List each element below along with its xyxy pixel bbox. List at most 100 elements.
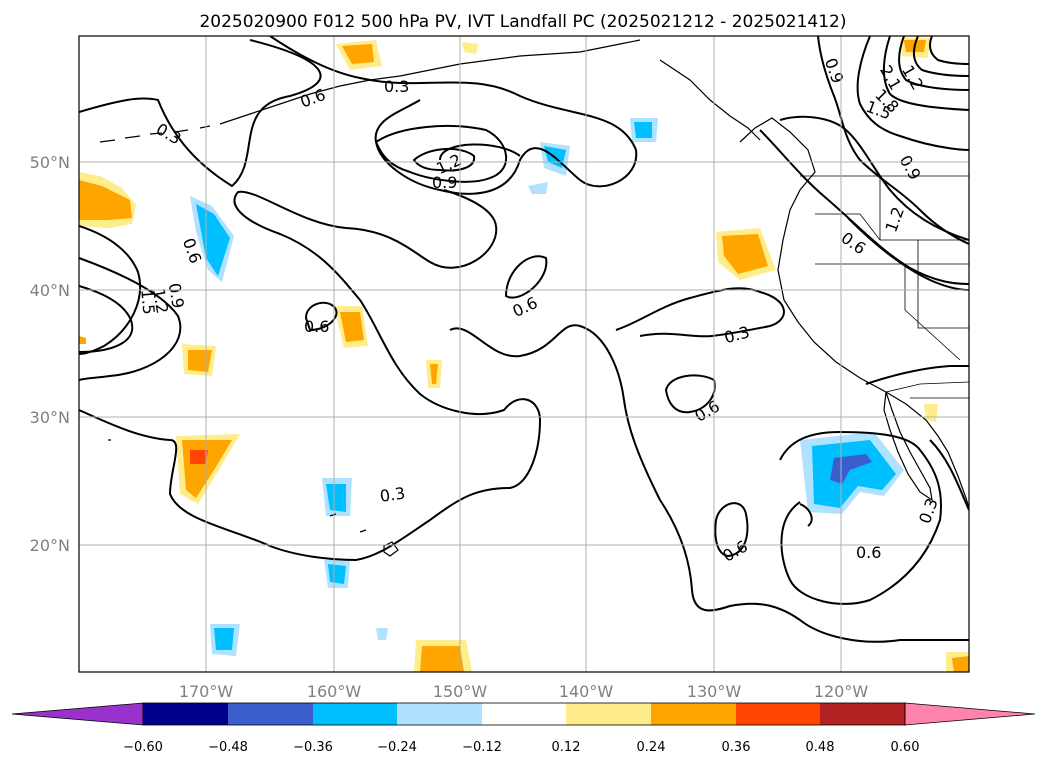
anomaly-negative — [528, 182, 548, 194]
anomaly-negative — [376, 628, 388, 640]
us-state-borders — [815, 176, 969, 361]
contour-line — [79, 285, 134, 353]
hawaii-islands — [329, 513, 399, 557]
colorbar-segment — [397, 703, 482, 725]
contour-line — [665, 374, 716, 414]
contour-line — [865, 365, 969, 385]
anomaly-negative — [634, 122, 652, 138]
longitude-labels: 170°W 160°W 150°W 140°W 130°W 120°W — [179, 682, 869, 701]
anomaly-negative — [328, 564, 346, 584]
anomaly-negative — [812, 440, 896, 508]
colorbar-segment — [228, 703, 313, 725]
anomaly-positive — [722, 234, 768, 274]
contour-label: 0.3 — [379, 484, 407, 506]
contour-label: 0.9 — [432, 173, 457, 192]
anomaly-positive — [190, 450, 208, 464]
lat-label: 30°N — [30, 408, 70, 427]
pv-contours — [79, 36, 969, 643]
anomaly-positive — [340, 312, 364, 342]
contour-line — [305, 301, 338, 331]
contour-line — [779, 431, 942, 605]
contour-line — [79, 39, 322, 187]
anomaly-positive — [952, 656, 969, 672]
colorbar-segment — [651, 703, 736, 725]
lon-label: 120°W — [814, 682, 869, 701]
contour-line — [439, 143, 521, 161]
anomaly-negative — [214, 628, 234, 650]
colorbar-tick-label: 0.36 — [722, 740, 751, 755]
contour-label: 1.2 — [149, 287, 172, 315]
contour-line — [79, 257, 182, 381]
colorbar-ticks: −0.60 −0.48 −0.36 −0.24 −0.12 0.12 0.24 … — [123, 740, 919, 755]
contour-label: 1.5 — [137, 288, 158, 315]
contour-label: 0.9 — [165, 282, 188, 310]
us-mexico-border — [885, 381, 969, 393]
coastlines — [99, 39, 969, 557]
anomaly-positive — [462, 42, 478, 54]
anomaly-positive — [342, 44, 374, 64]
colorbar-tick-label: −0.24 — [377, 740, 417, 755]
alaska-peninsula — [219, 39, 641, 125]
contour-line — [79, 189, 541, 561]
contour-line — [856, 36, 969, 151]
contour-line — [413, 147, 476, 172]
contour-line — [449, 324, 969, 643]
colorbar-tick-label: −0.12 — [462, 740, 502, 755]
anomaly-positive — [79, 336, 86, 344]
colorbar-segment — [736, 703, 820, 725]
borders — [800, 175, 969, 399]
colorbar-tick-label: 0.24 — [637, 740, 666, 755]
contour-line — [929, 36, 969, 65]
colorbar-segment — [566, 703, 651, 725]
colorbar-tick-label: 0.60 — [891, 740, 920, 755]
contour-line — [779, 115, 969, 241]
colorbar-tick-label: −0.60 — [123, 740, 163, 755]
anomaly-positive — [420, 646, 464, 672]
colorbar-tick-label: 0.48 — [806, 740, 835, 755]
contour-line — [929, 439, 969, 511]
lat-label: 40°N — [30, 281, 70, 300]
colorbar-extend-min — [11, 702, 144, 726]
contour-line — [269, 36, 638, 195]
shaded-anomalies — [79, 38, 969, 672]
alaska-panhandle — [659, 59, 761, 141]
lon-label: 130°W — [687, 682, 742, 701]
colorbar-segment — [820, 703, 905, 725]
lat-label: 20°N — [30, 536, 70, 555]
lon-label: 140°W — [559, 682, 614, 701]
anomaly-positive — [188, 350, 212, 372]
colorbar-extend-max — [904, 702, 1036, 726]
contour-label: 0.3 — [384, 77, 409, 96]
anomaly-negative — [326, 484, 346, 512]
contour-line — [898, 36, 969, 91]
contour-line — [615, 287, 785, 338]
contour-label: 0.6 — [856, 543, 881, 562]
aleutian-islands — [99, 125, 211, 143]
contour-line — [714, 502, 749, 557]
colorbar-tick-label: −0.48 — [208, 740, 248, 755]
latitude-labels: 50°N 40°N 30°N 20°N — [30, 153, 70, 555]
map-panel: 0.3 0.6 0.3 1.2 0.9 0.6 0.9 1.2 1.5 0.6 … — [30, 35, 970, 701]
colorbar-tick-label: 0.12 — [552, 740, 581, 755]
colorbar-segment — [143, 703, 228, 725]
anomaly-negative — [196, 204, 230, 276]
contour-line — [883, 36, 969, 111]
gridlines — [79, 36, 969, 672]
anomaly-positive — [430, 364, 438, 384]
colorbar-segment — [313, 703, 397, 725]
lat-label: 50°N — [30, 153, 70, 172]
contour-line — [817, 36, 969, 245]
colorbar-segment — [482, 703, 566, 725]
contour-line — [799, 503, 813, 527]
contour-line — [375, 125, 508, 183]
contour-line — [912, 36, 969, 77]
contour-line — [847, 217, 969, 291]
lon-label: 170°W — [179, 682, 234, 701]
contour-label: 0.6 — [304, 317, 329, 336]
north-america-coastline — [739, 117, 969, 509]
contour-line — [505, 255, 548, 299]
lon-label: 160°W — [307, 682, 362, 701]
anomaly-positive — [924, 404, 938, 422]
colorbar: −0.60 −0.48 −0.36 −0.24 −0.12 0.12 0.24 … — [11, 702, 1036, 755]
